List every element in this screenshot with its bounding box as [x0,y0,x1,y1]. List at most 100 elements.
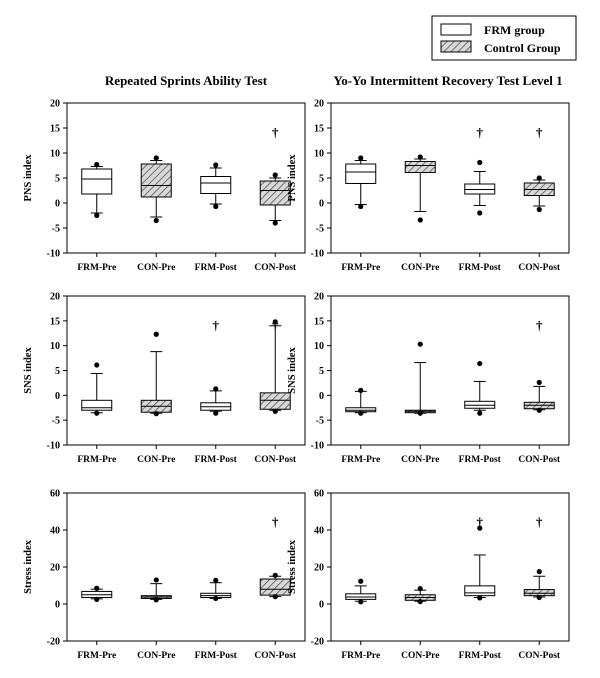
y-tick-label: 0 [319,600,324,611]
outlier-point [94,161,100,168]
dagger-marker: † [272,318,279,333]
panel-2: -10 -5 0 5 10 15 20 SNS index FRM-Pre CON-Pre FRM-… [23,292,306,465]
y-tick-label: -20 [47,637,60,648]
y-tick-label: 5 [319,366,324,377]
box [404,161,436,173]
legend-label-frm: FRM group [484,23,545,37]
y-tick-label: -5 [52,416,60,427]
x-tick-label: CON-Post [254,455,297,465]
outlier-point [536,379,542,386]
y-tick-label: 15 [50,316,60,327]
x-tick-label: CON-Pre [137,651,175,661]
y-axis-label: Stress index [23,539,34,594]
legend-swatch-control [440,40,472,53]
dagger-marker: † [272,515,279,530]
outlier-point [153,411,159,417]
outlier-point [213,410,219,416]
panel-3: -10 -5 0 5 10 15 20 SNS index FRM-Pre CON-Pre FRM-… [287,292,570,465]
dagger-marker: † [477,125,484,140]
outlier-point [358,203,364,210]
x-tick-label: CON-Post [518,263,561,273]
outlier-point [417,598,423,605]
y-tick-label: 20 [50,292,60,303]
y-tick-label: 10 [50,341,60,352]
x-tick-label: FRM-Pre [77,651,116,661]
outlier-point [358,155,364,161]
outlier-point [477,210,483,216]
x-tick-label: FRM-Pre [341,651,380,661]
outlier-point [272,172,278,178]
y-axis-label: PNS index [287,154,298,202]
y-axis-label: PNS index [23,154,34,202]
x-tick-label: CON-Pre [401,651,439,661]
outlier-point [417,410,423,416]
y-tick-label: 15 [314,124,324,135]
outlier-point [358,410,364,416]
legend: FRM group Control Group [431,15,577,61]
x-tick-label: CON-Post [254,263,297,273]
outlier-point [417,341,423,347]
y-tick-label: 5 [319,174,324,185]
box [259,180,291,206]
x-tick-label: FRM-Pre [341,455,380,465]
legend-frame [431,15,577,61]
outlier-point [153,331,159,337]
x-tick-label: FRM-Pre [341,263,380,273]
y-tick-label: 10 [314,341,324,352]
y-tick-label: -20 [311,637,324,648]
y-tick-label: 10 [50,149,60,160]
outlier-point [477,525,483,531]
outlier-point [213,162,219,168]
outlier-point [153,577,159,583]
y-tick-label: 20 [314,99,324,110]
legend-label-control: Control Group [484,41,561,55]
outlier-point [536,594,542,601]
y-tick-label: 0 [319,199,324,210]
y-tick-label: -5 [316,416,324,427]
y-tick-label: -10 [47,249,60,260]
outlier-point [94,362,100,368]
outlier-point [213,386,219,392]
outlier-point [536,206,542,213]
x-tick-label: FRM-Pre [77,263,116,273]
outlier-point [358,599,364,605]
y-axis-label: Stress index [287,539,298,594]
panel-4: -20 0 20 40 60 Stress index FRM-Pre CON-Pre FRM-… [23,489,306,661]
dagger-marker: † [536,515,543,530]
dagger-marker: † [477,515,484,530]
box [140,163,172,198]
outlier-point [153,597,159,603]
x-tick-label: CON-Pre [137,263,175,273]
y-tick-label: -5 [52,224,60,235]
outlier-point [213,203,219,210]
legend-swatch-frm [440,23,472,36]
y-tick-label: 40 [50,526,60,537]
dagger-marker: † [536,125,543,140]
x-tick-label: FRM-Pre [77,455,116,465]
y-tick-label: 0 [55,391,60,402]
x-tick-label: FRM-Post [459,651,502,661]
panel-0: -10 -5 0 5 10 15 20 PNS index FRM-Pre CON-Pre FRM-… [23,99,306,273]
outlier-point [417,217,423,223]
y-tick-label: 15 [314,316,324,327]
panels: -10 -5 0 5 10 15 20 PNS index FRM-Pre CON-Pre FRM-… [23,99,570,661]
x-tick-label: CON-Post [254,651,297,661]
y-tick-label: 20 [314,563,324,574]
outlier-point [272,594,278,600]
y-tick-label: -10 [311,249,324,260]
outlier-point [94,410,100,416]
outlier-point [477,410,483,416]
y-tick-label: 10 [314,149,324,160]
box [259,392,291,410]
dagger-marker: † [536,318,543,333]
y-tick-label: 5 [55,174,60,185]
y-tick-label: -10 [47,441,60,452]
plot-frame [66,295,306,446]
outlier-point [417,154,423,160]
y-axis-label: SNS index [287,347,298,394]
x-tick-label: CON-Pre [401,263,439,273]
box [345,163,377,184]
y-tick-label: -10 [311,441,324,452]
outlier-point [272,572,278,578]
